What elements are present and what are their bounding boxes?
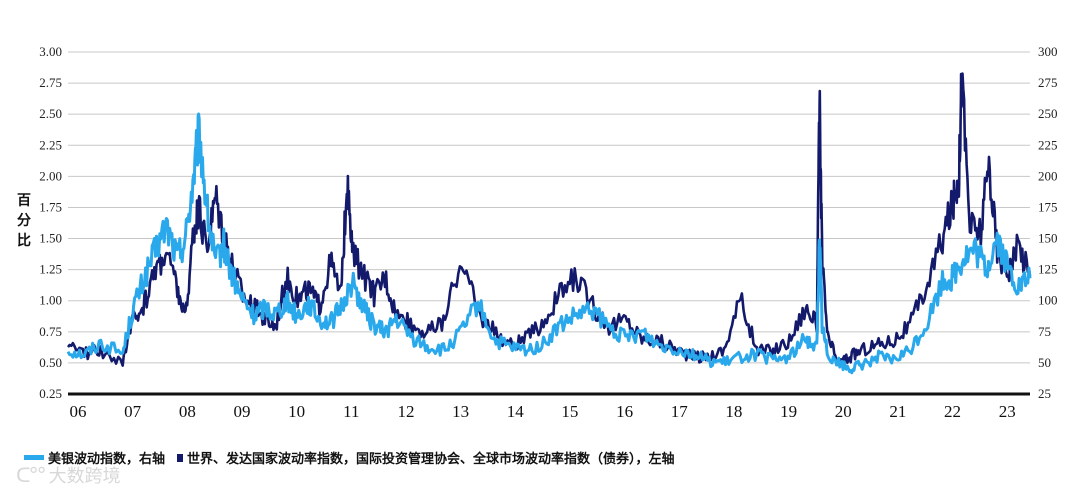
- x-tick-label: 17: [671, 402, 689, 421]
- x-tick-label: 21: [889, 402, 906, 421]
- left-tick-label: 2.75: [39, 75, 62, 90]
- x-tick-label: 23: [999, 402, 1016, 421]
- legend-label-bofa: 美银波动指数，右轴: [48, 452, 166, 467]
- left-tick-label: 1.00: [39, 293, 62, 308]
- legend-label-iif: 世界、发达国家波动率指数，国际投资管理协会、全球市场波动率指数（债券），左轴: [187, 452, 675, 467]
- watermark-logo-icon: ᑕ°°: [16, 463, 47, 487]
- left-axis-ticks: 0.25 0.50 0.75 1.00 1.25 1.50 1.75 2.00 2.25 2.50…: [39, 44, 62, 401]
- x-tick-label: 16: [616, 402, 633, 421]
- left-tick-label: 2.50: [39, 106, 62, 121]
- x-tick-label: 14: [507, 402, 525, 421]
- left-tick-label: 0.25: [39, 386, 62, 401]
- x-tick-label: 09: [233, 402, 250, 421]
- series-line-iif: [66, 72, 1032, 367]
- volatility-chart: 0.25 0.50 0.75 1.00 1.25 1.50 1.75 2.00 2.25 2.50…: [17, 44, 1058, 421]
- watermark-text: 大数跨境: [48, 466, 121, 487]
- right-tick-label: 250: [1038, 106, 1058, 121]
- right-tick-label: 225: [1038, 137, 1058, 152]
- x-tick-label: 11: [343, 402, 359, 421]
- right-tick-label: 175: [1038, 199, 1058, 214]
- left-tick-label: 0.50: [39, 355, 62, 370]
- right-tick-label: 150: [1038, 231, 1058, 246]
- legend-item-bofa: 美银波动指数，右轴: [24, 448, 165, 467]
- x-tick-label: 20: [835, 402, 852, 421]
- x-tick-label: 12: [397, 402, 414, 421]
- x-tick-label: 15: [561, 402, 578, 421]
- left-tick-label: 3.00: [39, 44, 62, 59]
- series-line-bofa: [66, 112, 1032, 375]
- legend-item-iif: 世界、发达国家波动率指数，国际投资管理协会、全球市场波动率指数（债券），左轴: [177, 448, 675, 467]
- legend-swatch-bofa: [24, 455, 44, 460]
- right-tick-label: 200: [1038, 168, 1058, 183]
- right-axis-ticks: 25 50 75 100 125 150 175 200 225 250 275 300: [1038, 44, 1058, 401]
- right-tick-label: 100: [1038, 293, 1058, 308]
- x-axis-ticks: 06 07 08 09 10 11 12 13 14 15 16 17 18 19 20 21 22 23: [70, 402, 1016, 421]
- gridlines: [68, 51, 1030, 364]
- y-axis-label-char-3: 比: [17, 232, 31, 249]
- x-tick-label: 22: [944, 402, 961, 421]
- y-axis-label-char-1: 百: [17, 193, 31, 209]
- x-tick-label: 10: [288, 402, 305, 421]
- left-tick-label: 1.25: [39, 262, 62, 277]
- y-axis-label-char-2: 分: [17, 213, 31, 229]
- x-tick-label: 13: [452, 402, 469, 421]
- right-tick-label: 300: [1038, 44, 1058, 59]
- right-tick-label: 75: [1038, 324, 1051, 339]
- x-tick-label: 19: [780, 402, 797, 421]
- left-tick-label: 1.50: [39, 231, 62, 246]
- left-tick-label: 1.75: [39, 199, 62, 214]
- x-tick-label: 08: [179, 402, 196, 421]
- right-tick-label: 50: [1038, 355, 1051, 370]
- left-tick-label: 0.75: [39, 324, 62, 339]
- left-tick-label: 2.00: [39, 168, 62, 183]
- watermark: ᑕ°° 大数跨境: [16, 462, 121, 488]
- right-tick-label: 25: [1038, 386, 1051, 401]
- series-lines: [66, 72, 1032, 375]
- legend-swatch-iif: [177, 453, 184, 462]
- right-tick-label: 275: [1038, 75, 1058, 90]
- legend: 美银波动指数，右轴 世界、发达国家波动率指数，国际投资管理协会、全球市场波动率指…: [24, 448, 675, 467]
- left-tick-label: 2.25: [39, 137, 62, 152]
- x-tick-label: 18: [725, 402, 742, 421]
- x-tick-label: 07: [124, 402, 142, 421]
- right-tick-label: 125: [1038, 262, 1058, 277]
- x-tick-label: 06: [70, 402, 87, 421]
- y-axis-label: 百 分 比: [17, 193, 31, 249]
